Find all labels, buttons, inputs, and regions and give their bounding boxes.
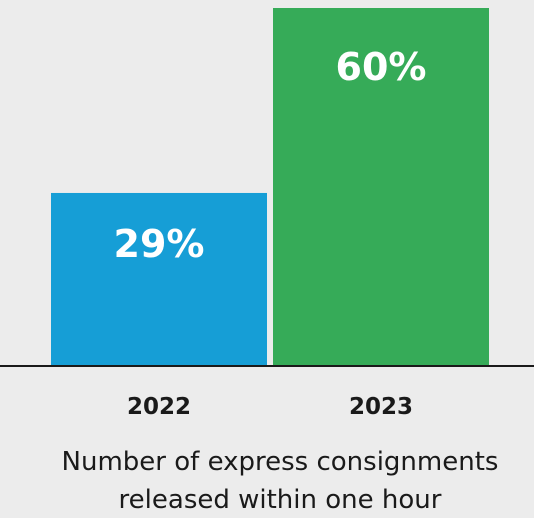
labels-group: 29% 2022 60% 2023 <box>114 45 427 420</box>
x-axis-label-line-2: released within one hour <box>119 485 442 515</box>
bar-value-label-2022: 29% <box>114 222 205 266</box>
bar-value-label-2023: 60% <box>336 45 427 89</box>
bar-2022 <box>51 192 267 366</box>
bars-group <box>51 8 489 366</box>
x-tick-label-2023: 2023 <box>349 394 413 420</box>
bar-2023 <box>273 8 489 366</box>
x-axis-label-line-1: Number of express consignments <box>62 447 499 477</box>
x-tick-label-2022: 2022 <box>127 394 191 420</box>
